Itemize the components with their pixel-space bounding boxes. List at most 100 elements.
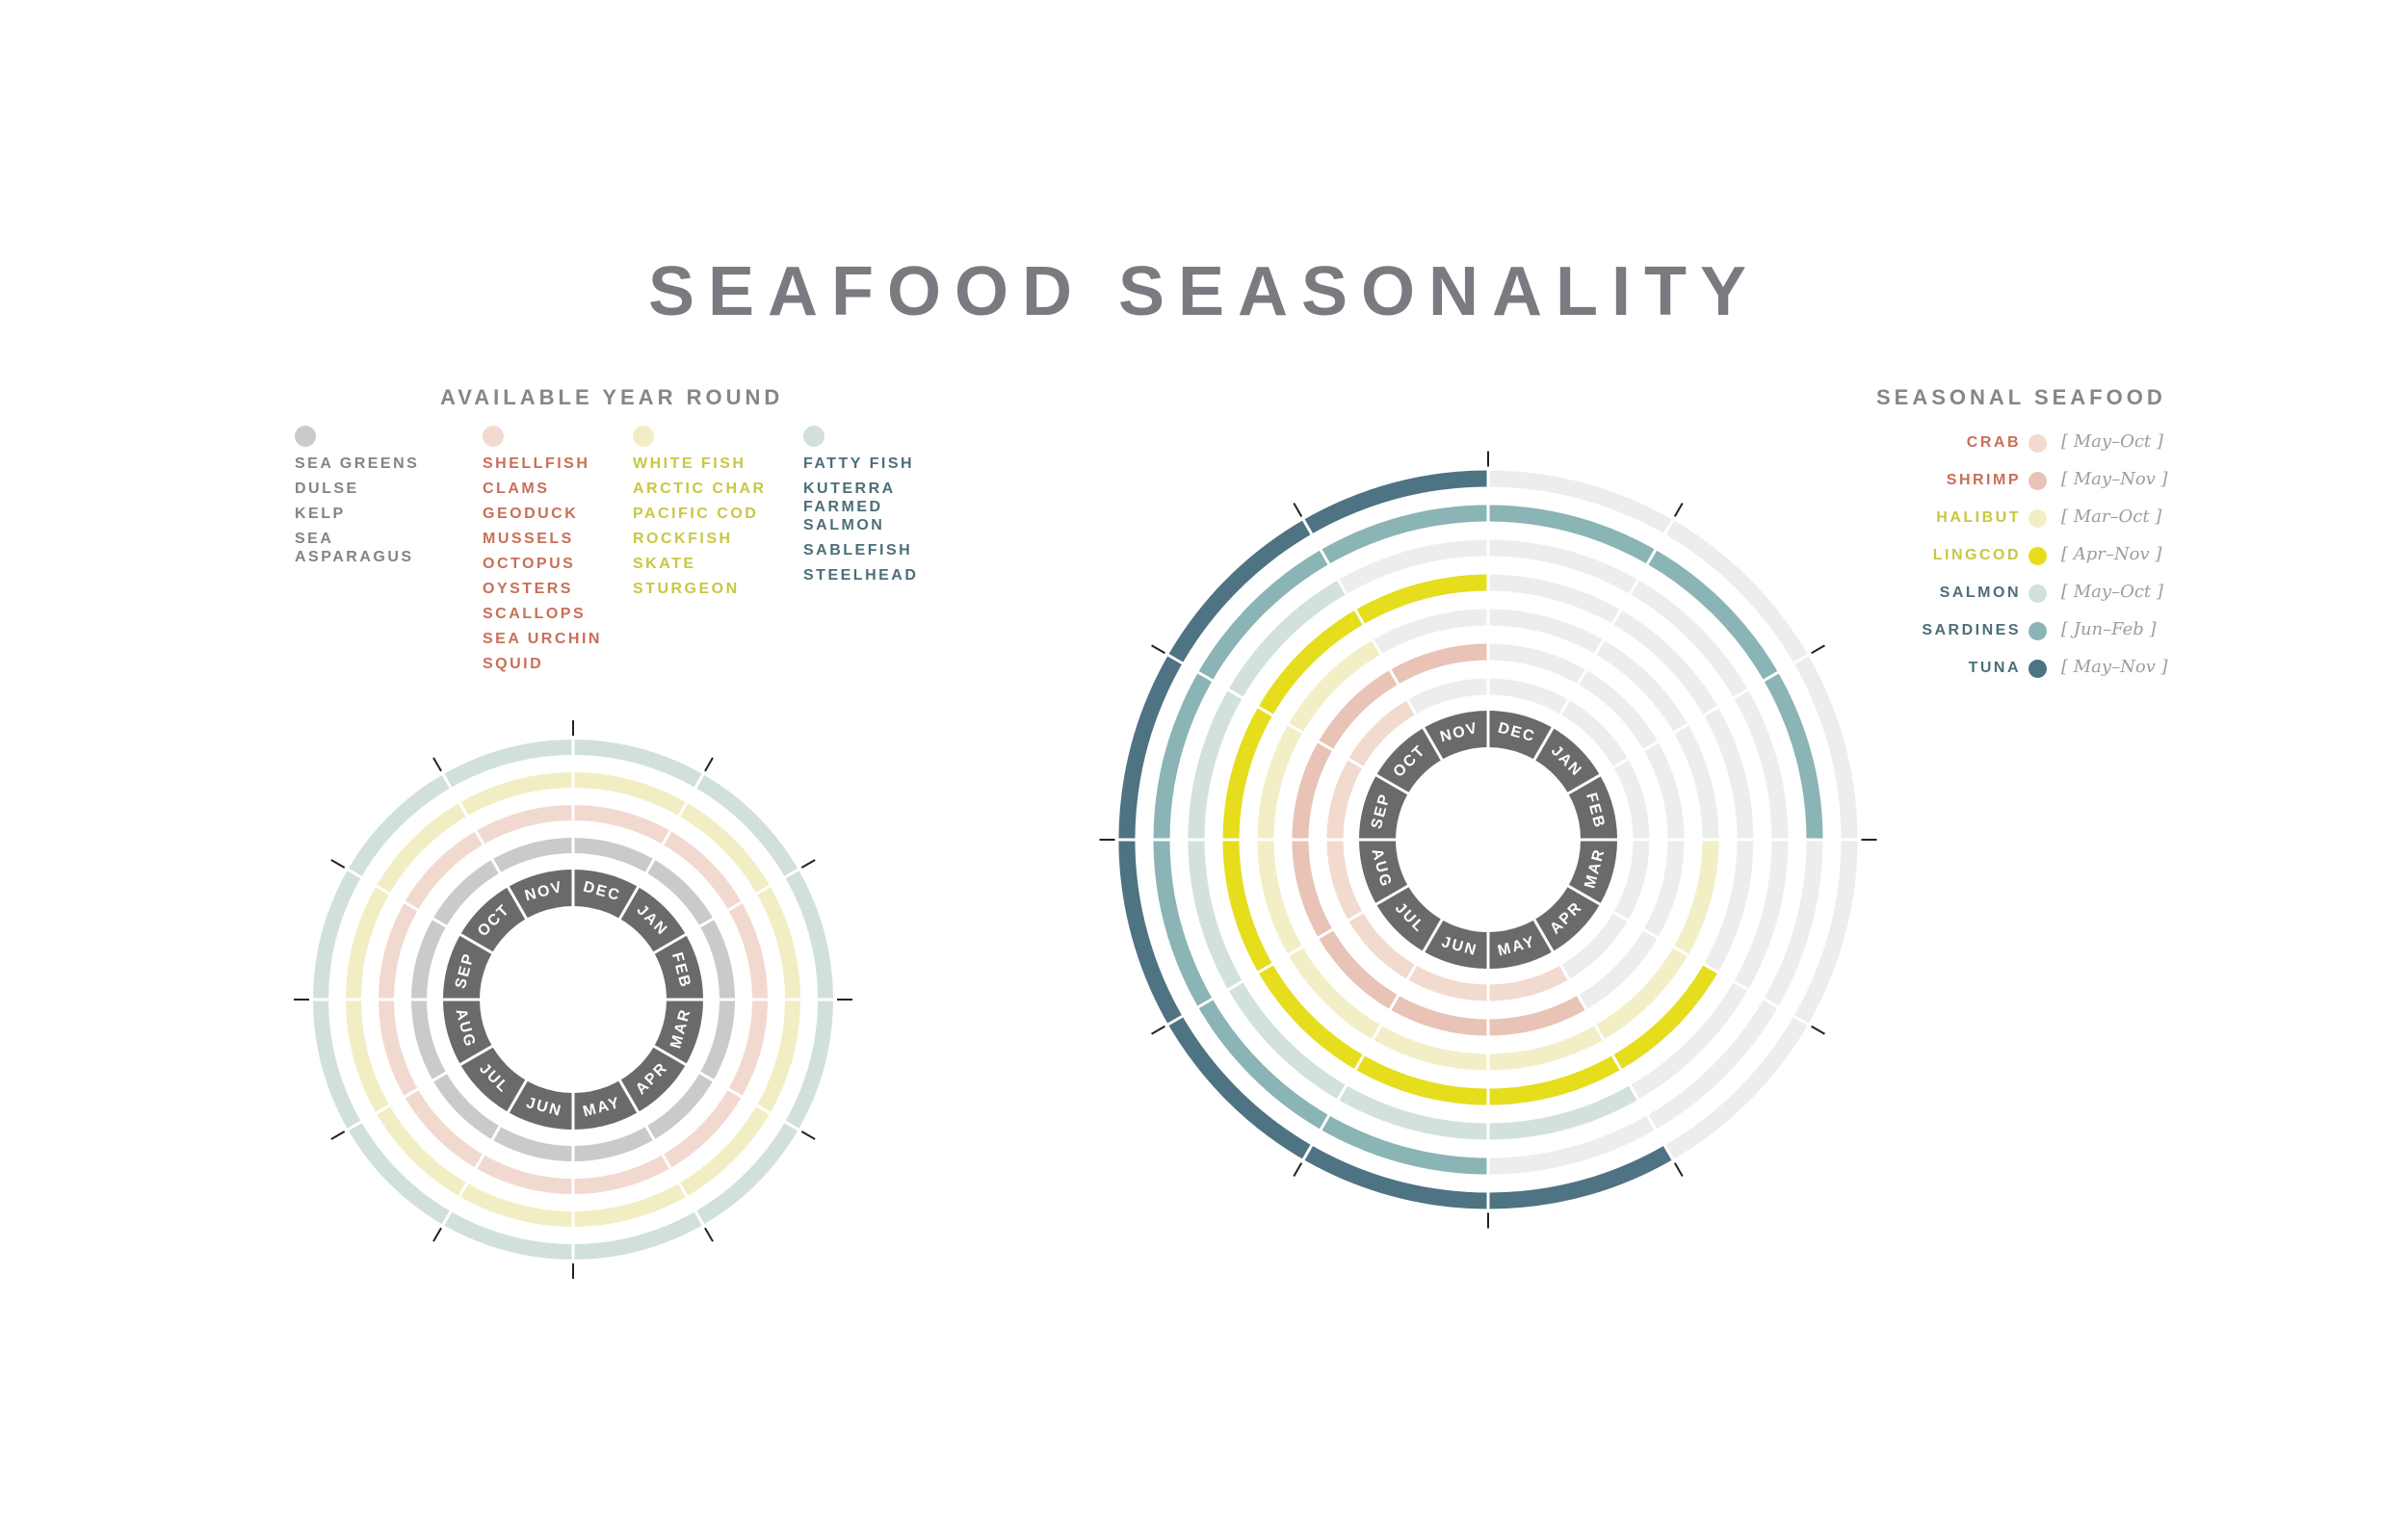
group-name: WHITE FISH [633, 455, 746, 472]
month-divider [346, 1044, 494, 1131]
list-item: GEODUCK [483, 506, 579, 522]
season-range: [ Apr–Nov ] [2061, 544, 2162, 564]
season-range: [ May–Oct ] [2061, 582, 2163, 602]
group-name: SEA GREENS [295, 455, 420, 472]
month-divider [1566, 884, 1810, 1027]
list-item: OYSTERS [483, 581, 573, 597]
list-item: SCALLOPS [483, 606, 587, 622]
page-title: SEAFOOD SEASONALITY [647, 253, 1761, 330]
list-item: DULSE [295, 481, 359, 497]
month-separators [312, 739, 834, 1261]
series-name: LINGCOD [1932, 547, 2021, 563]
tick-mark [704, 1227, 714, 1242]
season-range: [ Mar–Oct ] [2061, 507, 2162, 527]
tick-marks [1099, 451, 1877, 1229]
tuna-season-arc [1118, 470, 1673, 1209]
month-divider [617, 772, 705, 921]
lingcod-dot [2028, 547, 2047, 565]
month-divider [441, 772, 529, 921]
month-divider [1166, 653, 1410, 795]
tick-mark [1293, 1162, 1303, 1177]
season-range: [ May–Oct ] [2061, 431, 2163, 452]
crab-dot [2028, 434, 2047, 453]
month-divider [441, 1079, 529, 1227]
tick-mark [1811, 644, 1825, 655]
tick-mark [800, 1131, 816, 1140]
list-item: SABLEFISH [803, 542, 913, 559]
seasonal-heading: SEASONAL SEAFOOD [1876, 385, 2166, 409]
list-item: SEA ASPARAGUS [295, 531, 414, 565]
season-range: [ May–Nov ] [2061, 657, 2168, 677]
list-item: SKATE [633, 556, 696, 572]
legend-row-crab: CRAB [ May–Oct ] [1849, 431, 2206, 469]
list-item: KUTERRA FARMED SALMON [803, 481, 896, 533]
list-item: ROCKFISH [633, 531, 733, 547]
legend-group-shellfish: SHELLFISH CLAMS GEODUCK MUSSELS OCTOPUS … [483, 426, 617, 680]
month-divider [1301, 518, 1444, 762]
month-divider [1566, 653, 1810, 795]
list-item: KELP [295, 506, 346, 522]
season-range: [ Jun–Feb ] [2061, 619, 2157, 639]
tick-mark [704, 757, 714, 772]
list-item: SQUID [483, 656, 544, 672]
sardines-dot [2028, 622, 2047, 640]
series-name: HALIBUT [1936, 509, 2021, 526]
tick-mark [1151, 644, 1165, 655]
white-fish-dot [633, 426, 654, 447]
season-range: [ May–Nov ] [2061, 469, 2168, 489]
legend-row-sardines: SARDINES [ Jun–Feb ] [1849, 619, 2206, 657]
legend-row-lingcod: LINGCOD [ Apr–Nov ] [1849, 544, 2206, 582]
legend-row-shrimp: SHRIMP [ May–Nov ] [1849, 469, 2206, 507]
series-name: SARDINES [1922, 622, 2021, 638]
month-divider [1301, 918, 1444, 1161]
list-item: STEELHEAD [803, 567, 919, 584]
shrimp-dot [2028, 472, 2047, 490]
list-item: PACIFIC COD [633, 506, 759, 522]
tick-mark [1673, 1162, 1684, 1177]
tick-mark [800, 859, 816, 869]
tick-mark [1293, 503, 1303, 517]
list-item: ARCTIC CHAR [633, 481, 767, 497]
legend-group-fatty-fish: FATTY FISH KUTERRA FARMED SALMON SABLEFI… [803, 426, 938, 591]
sea-greens-dot [295, 426, 316, 447]
tick-marks [294, 720, 852, 1279]
list-item: MUSSELS [483, 531, 574, 547]
month-divider [652, 1044, 800, 1131]
month-divider [346, 868, 494, 955]
group-name: FATTY FISH [803, 455, 915, 472]
month-divider [1166, 884, 1410, 1027]
fatty-fish-dot [803, 426, 824, 447]
month-divider [617, 1079, 705, 1227]
month-separators [1117, 469, 1859, 1210]
tick-mark [432, 1227, 442, 1242]
seasonal-legend: CRAB [ May–Oct ] SHRIMP [ May–Nov ] HALI… [1849, 431, 2206, 694]
list-item: OCTOPUS [483, 556, 576, 572]
tick-mark [1673, 503, 1684, 517]
legend-group-sea-greens: SEA GREENS DULSE KELP SEA ASPARAGUS [295, 426, 430, 573]
sardines-season-arc [1153, 505, 1823, 1175]
shellfish-dot [483, 426, 504, 447]
legend-group-white-fish: WHITE FISH ARCTIC CHAR PACIFIC COD ROCKF… [633, 426, 768, 605]
shrimp-season-arc [1292, 643, 1586, 1036]
series-name: SALMON [1939, 585, 2021, 601]
list-item: STURGEON [633, 581, 740, 597]
month-divider [1532, 518, 1675, 762]
tick-mark [330, 1131, 346, 1140]
legend-row-halibut: HALIBUT [ Mar–Oct ] [1849, 507, 2206, 544]
series-name: SHRIMP [1946, 472, 2021, 488]
group-name: SHELLFISH [483, 455, 590, 472]
tick-mark [432, 757, 442, 772]
list-item: SEA URCHIN [483, 631, 602, 647]
list-item: CLAMS [483, 481, 550, 497]
legend-row-salmon: SALMON [ May–Oct ] [1849, 582, 2206, 619]
series-name: CRAB [1966, 434, 2021, 451]
month-divider [1532, 918, 1675, 1161]
salmon-dot [2028, 585, 2047, 603]
month-divider [652, 868, 800, 955]
year-round-heading: AVAILABLE YEAR ROUND [440, 385, 784, 409]
